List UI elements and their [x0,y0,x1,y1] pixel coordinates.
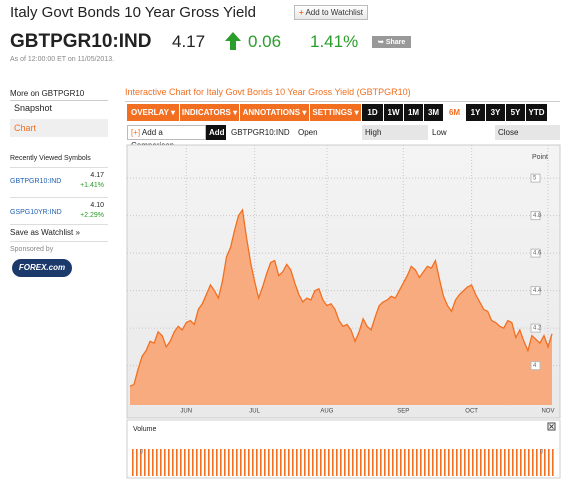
x-tick-label: JUN [180,409,192,415]
nav-link[interactable]: Snapshot [14,103,53,113]
share-label: Share [385,39,406,46]
volume-bars [130,449,554,476]
x-tick-label: NOV [541,409,554,415]
range-button[interactable]: YTD [526,104,547,121]
x-tick-label: OCT [465,409,478,415]
y-tick-label: 4.2 [533,326,542,332]
y-tick-box [530,173,541,183]
range-button[interactable]: 1Y [466,104,485,121]
range-button[interactable]: 6M [444,104,465,121]
recent-price: 4.10 [90,202,104,209]
price-area [130,210,552,405]
menu[interactable]: OVERLAY [127,104,179,121]
watchlist-button[interactable]: + Add to Watchlist [294,5,368,20]
save-watchlist[interactable]: Save as Watchlist » [10,228,80,237]
x-tick-label: JUL [249,409,260,415]
recent-symbol[interactable]: GBTPGR10:IND [10,178,62,185]
menu[interactable]: SETTINGS [310,104,361,121]
more-on: More on GBTPGR10 [10,89,108,101]
y-tick-label: 4.8 [533,213,542,219]
recent-price: 4.17 [90,172,104,179]
field-close: Close [495,125,560,140]
up-arrow [225,32,241,50]
change-percent: 1.41% [310,32,359,51]
sponsor-logo[interactable]: FOREX.com [12,259,72,277]
sponsored-label: Sponsored by [10,246,54,253]
volume-tick: 0 [540,450,544,456]
recent-change: +2.29% [80,212,104,219]
y-tick-box [530,361,541,371]
page-title: Italy Govt Bonds 10 Year Gross Yield [10,4,256,21]
range-button[interactable]: 3Y [486,104,505,121]
menu[interactable]: ANNOTATIONS [240,104,309,121]
y-tick-box [530,248,541,258]
range-button[interactable]: 1W [384,104,403,121]
volume-tick: 0 [140,450,144,456]
y-tick-label: 4.4 [533,288,542,294]
range-button[interactable]: 3M [424,104,443,121]
y-tick-label: 5 [533,176,537,182]
add-button[interactable]: Add [206,125,226,140]
price: 4.17 [172,32,206,51]
nav-link-active[interactable]: Chart [10,119,108,137]
field-open: Open [298,128,318,137]
menu[interactable]: INDICATORS [180,104,239,121]
y-tick-box [530,211,541,221]
y-tick-box [530,323,541,333]
range-button[interactable]: 1M [404,104,423,121]
change: 0.06 [248,32,282,51]
y-axis-label: Point [532,154,548,161]
watchlist-button-label: Add to Watchlist [305,8,363,17]
close-icon [549,424,554,429]
range-button[interactable]: 1D [362,104,383,121]
y-tick-box [530,286,541,296]
recent-symbol[interactable]: GSPG10YR:IND [10,209,62,216]
share-button[interactable]: ➥ Share [372,36,412,48]
comparison-symbol: GBTPGR10:IND [231,128,290,137]
field-high: High [362,125,428,140]
chart-heading: Interactive Chart for Italy Govt Bonds 1… [125,87,411,97]
recent-change: +1.41% [80,182,104,189]
y-tick-label: 4.6 [533,251,542,257]
symbol: GBTPGR10:IND [10,31,152,52]
volume-title: Volume [133,426,156,433]
price-line [129,208,553,387]
timestamp: As of 12:00:00 ET on 11/05/2013. [10,56,115,63]
x-tick-label: AUG [320,409,333,415]
recent-title: Recently Viewed Symbols [10,155,91,162]
range-button[interactable]: 5Y [506,104,525,121]
field-low: Low [432,128,447,137]
x-tick-label: SEP [397,409,409,415]
y-tick-label: 4 [533,363,537,369]
